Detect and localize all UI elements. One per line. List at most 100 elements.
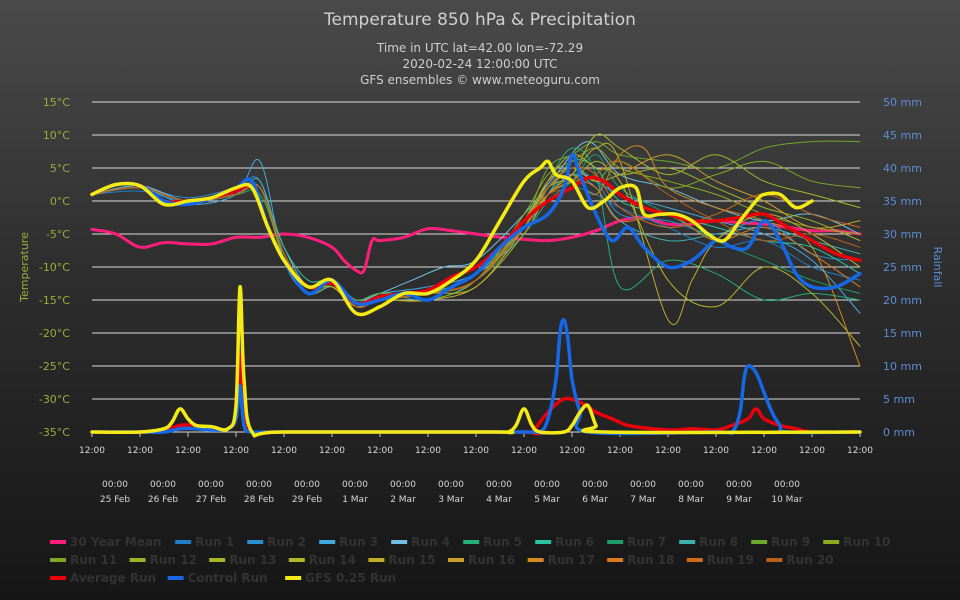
chart-subtitle-location: Time in UTC lat=42.00 lon=-72.29 bbox=[376, 41, 583, 55]
temp-line-run-3 bbox=[91, 158, 861, 314]
legend-label: Run 8 bbox=[699, 535, 738, 549]
legend-label: Run 13 bbox=[229, 553, 276, 567]
x-tick-date: 1 Mar bbox=[342, 495, 368, 505]
legend-label: Run 18 bbox=[627, 553, 674, 567]
legend-item-run-20[interactable]: Run 20 bbox=[766, 553, 834, 567]
x-tick-hour: 00:00 bbox=[582, 480, 608, 490]
y2-tick-label: 20 mm bbox=[883, 294, 922, 307]
legend-item-run-19[interactable]: Run 19 bbox=[686, 553, 754, 567]
x-tick-date: 8 Mar bbox=[678, 495, 704, 505]
legend-label: Run 1 bbox=[195, 535, 234, 549]
legend-item-run-8[interactable]: Run 8 bbox=[679, 535, 738, 549]
legend-label: Run 16 bbox=[468, 553, 515, 567]
legend-item-run-15[interactable]: Run 15 bbox=[368, 553, 436, 567]
rain-series bbox=[90, 285, 862, 438]
legend-item-run-7[interactable]: Run 7 bbox=[607, 535, 666, 549]
legend-item-run-2[interactable]: Run 2 bbox=[247, 535, 306, 549]
legend-item-run-5[interactable]: Run 5 bbox=[463, 535, 522, 549]
x-tick-hour: 00:00 bbox=[534, 480, 560, 490]
x-tick-time: 12:00 bbox=[751, 446, 777, 456]
legend-item-run-10[interactable]: Run 10 bbox=[823, 535, 890, 549]
y-tick-label: 0°C bbox=[50, 195, 70, 208]
legend-item-run-14[interactable]: Run 14 bbox=[288, 553, 356, 567]
x-tick-date: 6 Mar bbox=[582, 495, 608, 505]
legend-label: Run 11 bbox=[70, 553, 117, 567]
legend-label: Run 5 bbox=[483, 535, 522, 549]
y2-tick-label: 40 mm bbox=[883, 162, 922, 175]
legend-label: Run 19 bbox=[707, 553, 754, 567]
legend-item-run-17[interactable]: Run 17 bbox=[527, 553, 595, 567]
y-tick-label: -35°C bbox=[39, 426, 70, 439]
chart-title: Temperature 850 hPa & Precipitation bbox=[323, 10, 636, 30]
legend-item-average-run[interactable]: Average Run bbox=[50, 571, 156, 585]
legend-label: GFS 0.25 Run bbox=[305, 571, 396, 585]
legend-label: Run 9 bbox=[771, 535, 810, 549]
y-axis-title-rainfall: Rainfall bbox=[931, 247, 944, 288]
x-tick-hour: 00:00 bbox=[150, 480, 176, 490]
y2-tick-label: 0 mm bbox=[883, 426, 915, 439]
x-tick-date: 29 Feb bbox=[292, 495, 323, 505]
rain-line-average-run bbox=[90, 351, 862, 436]
x-tick-time: 12:00 bbox=[223, 446, 249, 456]
x-tick-time: 12:00 bbox=[703, 446, 729, 456]
x-axis: 12:00 12:00 00:00 25 Feb 12:00 00:00 26 Feb 12:… bbox=[79, 432, 873, 505]
x-tick-date: 28 Feb bbox=[244, 495, 275, 505]
chart-subtitle-source: GFS ensembles © www.meteoguru.com bbox=[360, 73, 600, 87]
chart-subtitle-date: 2020-02-24 12:00:00 UTC bbox=[402, 57, 557, 71]
y-tick-label: -30°C bbox=[39, 393, 70, 406]
x-tick-time: 12:00 bbox=[127, 446, 153, 456]
x-tick-time: 12:00 bbox=[799, 446, 825, 456]
legend-item-run-11[interactable]: Run 11 bbox=[50, 553, 117, 567]
y-tick-label: 5°C bbox=[50, 162, 70, 175]
legend-item-run-12[interactable]: Run 12 bbox=[129, 553, 197, 567]
y-tick-label: -10°C bbox=[39, 261, 70, 274]
x-tick-date: 2 Mar bbox=[390, 495, 416, 505]
legend-item-run-13[interactable]: Run 13 bbox=[209, 553, 276, 567]
x-tick-time: 12:00 bbox=[847, 446, 873, 456]
x-tick-time: 12:00 bbox=[79, 446, 105, 456]
temp-line-gfs-0-25-run bbox=[90, 159, 814, 317]
x-tick-date: 7 Mar bbox=[630, 495, 656, 505]
legend-item-run-6[interactable]: Run 6 bbox=[535, 535, 594, 549]
x-tick-hour: 00:00 bbox=[246, 480, 272, 490]
legend-item-30-year-mean[interactable]: 30 Year Mean bbox=[50, 535, 162, 549]
legend-item-control-run[interactable]: Control Run bbox=[167, 571, 268, 585]
temp-line-run-4 bbox=[91, 141, 861, 301]
temp-line-run-16 bbox=[91, 154, 861, 308]
y-axis-left: 15°C 10°C 5°C 0°C -5°C -10°C -15°C -20°C -25°C -3… bbox=[39, 96, 70, 439]
temp-line-average-run bbox=[90, 175, 862, 306]
legend-item-run-1[interactable]: Run 1 bbox=[175, 535, 234, 549]
legend-item-run-9[interactable]: Run 9 bbox=[751, 535, 810, 549]
y-tick-label: -25°C bbox=[39, 360, 70, 373]
x-tick-hour: 00:00 bbox=[678, 480, 704, 490]
x-tick-time: 12:00 bbox=[367, 446, 393, 456]
x-tick-time: 12:00 bbox=[607, 446, 633, 456]
y2-tick-label: 25 mm bbox=[883, 261, 922, 274]
legend-label: Run 7 bbox=[627, 535, 666, 549]
x-tick-date: 25 Feb bbox=[100, 495, 131, 505]
legend-item-run-18[interactable]: Run 18 bbox=[607, 553, 674, 567]
y-axis-title-temperature: Temperature bbox=[18, 232, 31, 303]
legend-item-run-4[interactable]: Run 4 bbox=[391, 535, 450, 549]
x-tick-hour: 00:00 bbox=[294, 480, 320, 490]
x-tick-hour: 00:00 bbox=[102, 480, 128, 490]
legend-item-run-3[interactable]: Run 3 bbox=[319, 535, 378, 549]
x-tick-hour: 00:00 bbox=[486, 480, 512, 490]
x-tick-hour: 00:00 bbox=[342, 480, 368, 490]
legend-item-gfs-0-25-run[interactable]: GFS 0.25 Run bbox=[285, 571, 396, 585]
rain-line-gfs-0-25-run bbox=[90, 285, 862, 438]
rain-line-control-run bbox=[90, 317, 862, 436]
legend-label: Control Run bbox=[188, 571, 268, 585]
legend-label: 30 Year Mean bbox=[70, 535, 162, 549]
legend-item-run-16[interactable]: Run 16 bbox=[448, 553, 515, 567]
legend: 30 Year Mean Run 1 Run 2 Run 3 Run 4 Run 5 Run… bbox=[50, 535, 890, 585]
x-tick-date: 27 Feb bbox=[196, 495, 227, 505]
x-tick-hour: 00:00 bbox=[630, 480, 656, 490]
legend-label: Run 17 bbox=[548, 553, 595, 567]
y2-tick-label: 50 mm bbox=[883, 96, 922, 109]
x-tick-time: 12:00 bbox=[655, 446, 681, 456]
x-tick-date: 10 Mar bbox=[771, 495, 803, 505]
x-tick-time: 12:00 bbox=[319, 446, 345, 456]
x-tick-hour: 00:00 bbox=[774, 480, 800, 490]
